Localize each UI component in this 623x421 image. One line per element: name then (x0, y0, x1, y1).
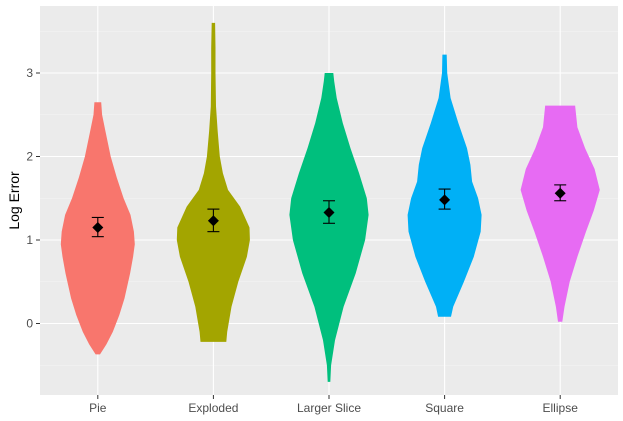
y-axis-ticks: 0 1 2 3 (26, 66, 40, 331)
mean-point (92, 221, 104, 233)
y-tick-label: 1 (26, 233, 33, 247)
x-axis-ticks: Pie Exploded Larger Slice Square Ellipse (89, 395, 578, 415)
x-tick-label: Ellipse (543, 401, 579, 415)
error-bars (91, 184, 567, 238)
y-tick-label: 0 (26, 317, 33, 331)
mean-point (323, 206, 335, 218)
violin-exploded (176, 22, 250, 342)
violin-square (407, 54, 482, 317)
y-axis-title: Log Error (6, 171, 22, 230)
y-tick-label: 2 (26, 150, 33, 164)
x-tick-label: Pie (89, 401, 107, 415)
x-tick-label: Square (425, 401, 464, 415)
mean-point (554, 187, 566, 199)
mean-point (439, 194, 451, 206)
mean-point (207, 215, 219, 227)
y-tick-label: 3 (26, 66, 33, 80)
violin-larger-slice (289, 73, 369, 382)
violin-ellipse (520, 105, 600, 322)
violins (60, 22, 600, 382)
x-tick-label: Larger Slice (297, 401, 361, 415)
x-tick-label: Exploded (188, 401, 238, 415)
